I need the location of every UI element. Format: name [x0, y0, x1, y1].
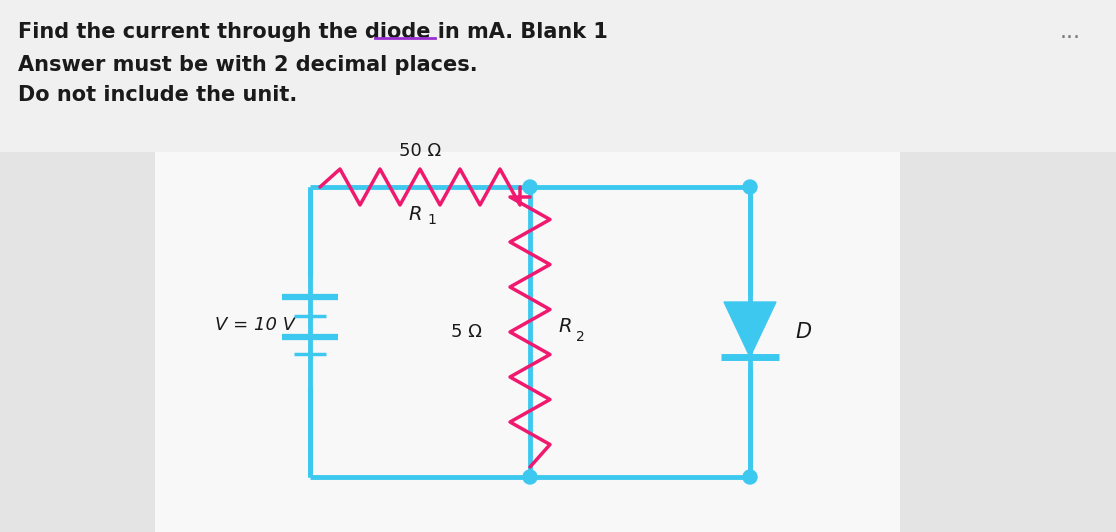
Circle shape	[743, 180, 757, 194]
Text: Answer must be with 2 decimal places.: Answer must be with 2 decimal places.	[18, 55, 478, 75]
Text: 50 Ω: 50 Ω	[398, 142, 441, 160]
Polygon shape	[724, 302, 776, 357]
Text: D: D	[795, 322, 811, 342]
Text: ...: ...	[1060, 22, 1081, 42]
Bar	[0, 152, 155, 532]
Circle shape	[523, 180, 537, 194]
Bar	[155, 152, 899, 532]
Circle shape	[523, 470, 537, 484]
Bar	[899, 152, 1116, 532]
Text: 1: 1	[427, 213, 436, 227]
Text: Find the current through the diode in mA. Blank 1: Find the current through the diode in mA…	[18, 22, 608, 42]
Circle shape	[743, 470, 757, 484]
Text: Do not include the unit.: Do not include the unit.	[18, 85, 297, 105]
Text: V = 10 V: V = 10 V	[215, 316, 295, 334]
Text: R: R	[408, 205, 422, 224]
Text: R: R	[558, 318, 571, 337]
Text: 5 Ω: 5 Ω	[451, 323, 482, 341]
Text: 2: 2	[576, 330, 585, 344]
